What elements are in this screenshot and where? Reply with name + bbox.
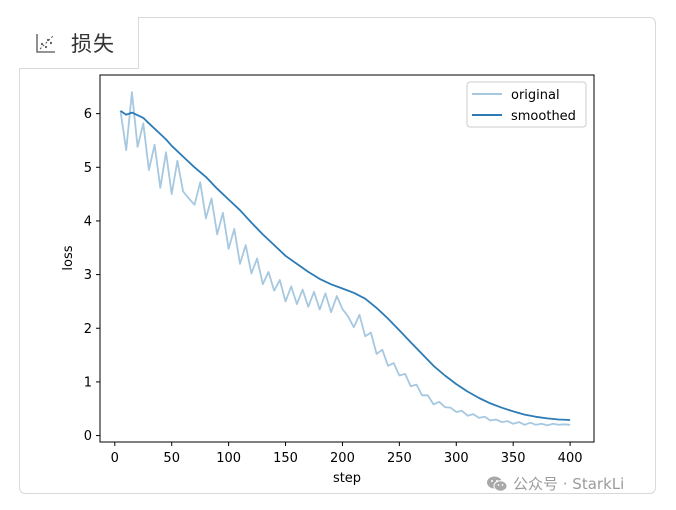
legend-label-smoothed: smoothed — [511, 109, 576, 124]
tab-label: 损失 — [71, 31, 115, 56]
y-tick-label: 0 — [84, 429, 92, 444]
x-axis-label: step — [333, 471, 361, 486]
x-tick-label: 400 — [558, 451, 583, 466]
y-axis-label: loss — [61, 245, 76, 270]
x-tick-label: 100 — [216, 451, 241, 466]
watermark-text: 公众号 · StarkLi — [513, 475, 625, 493]
legend: original smoothed — [466, 81, 587, 128]
y-axis-ticks: 0 1 2 3 4 5 6 — [84, 107, 100, 444]
plot-area-frame — [99, 74, 595, 443]
x-tick-label: 150 — [273, 451, 298, 466]
x-tick-label: 0 — [111, 451, 119, 466]
series-line-smoothed — [120, 110, 571, 421]
y-tick-label: 6 — [84, 107, 92, 122]
x-tick-label: 350 — [501, 451, 526, 466]
x-tick-label: 300 — [444, 451, 469, 466]
wechat-icon — [487, 476, 508, 492]
x-tick-label: 200 — [330, 451, 355, 466]
scatter-chart-icon — [36, 33, 55, 53]
y-tick-label: 4 — [84, 214, 92, 229]
y-tick-label: 2 — [84, 322, 92, 337]
watermark: 公众号 · StarkLi — [486, 473, 624, 494]
tab-loss[interactable]: 损失 — [19, 17, 139, 69]
series-line-original — [119, 91, 571, 427]
y-tick-label: 5 — [84, 161, 92, 176]
y-tick-label: 3 — [84, 268, 92, 283]
x-tick-label: 250 — [387, 451, 412, 466]
x-axis-ticks: 0 50 100 150 200 250 300 350 400 — [111, 442, 583, 466]
series-lines — [119, 91, 571, 427]
y-tick-label: 1 — [84, 375, 92, 390]
legend-label-original: original — [511, 88, 560, 103]
x-tick-label: 50 — [163, 451, 180, 466]
